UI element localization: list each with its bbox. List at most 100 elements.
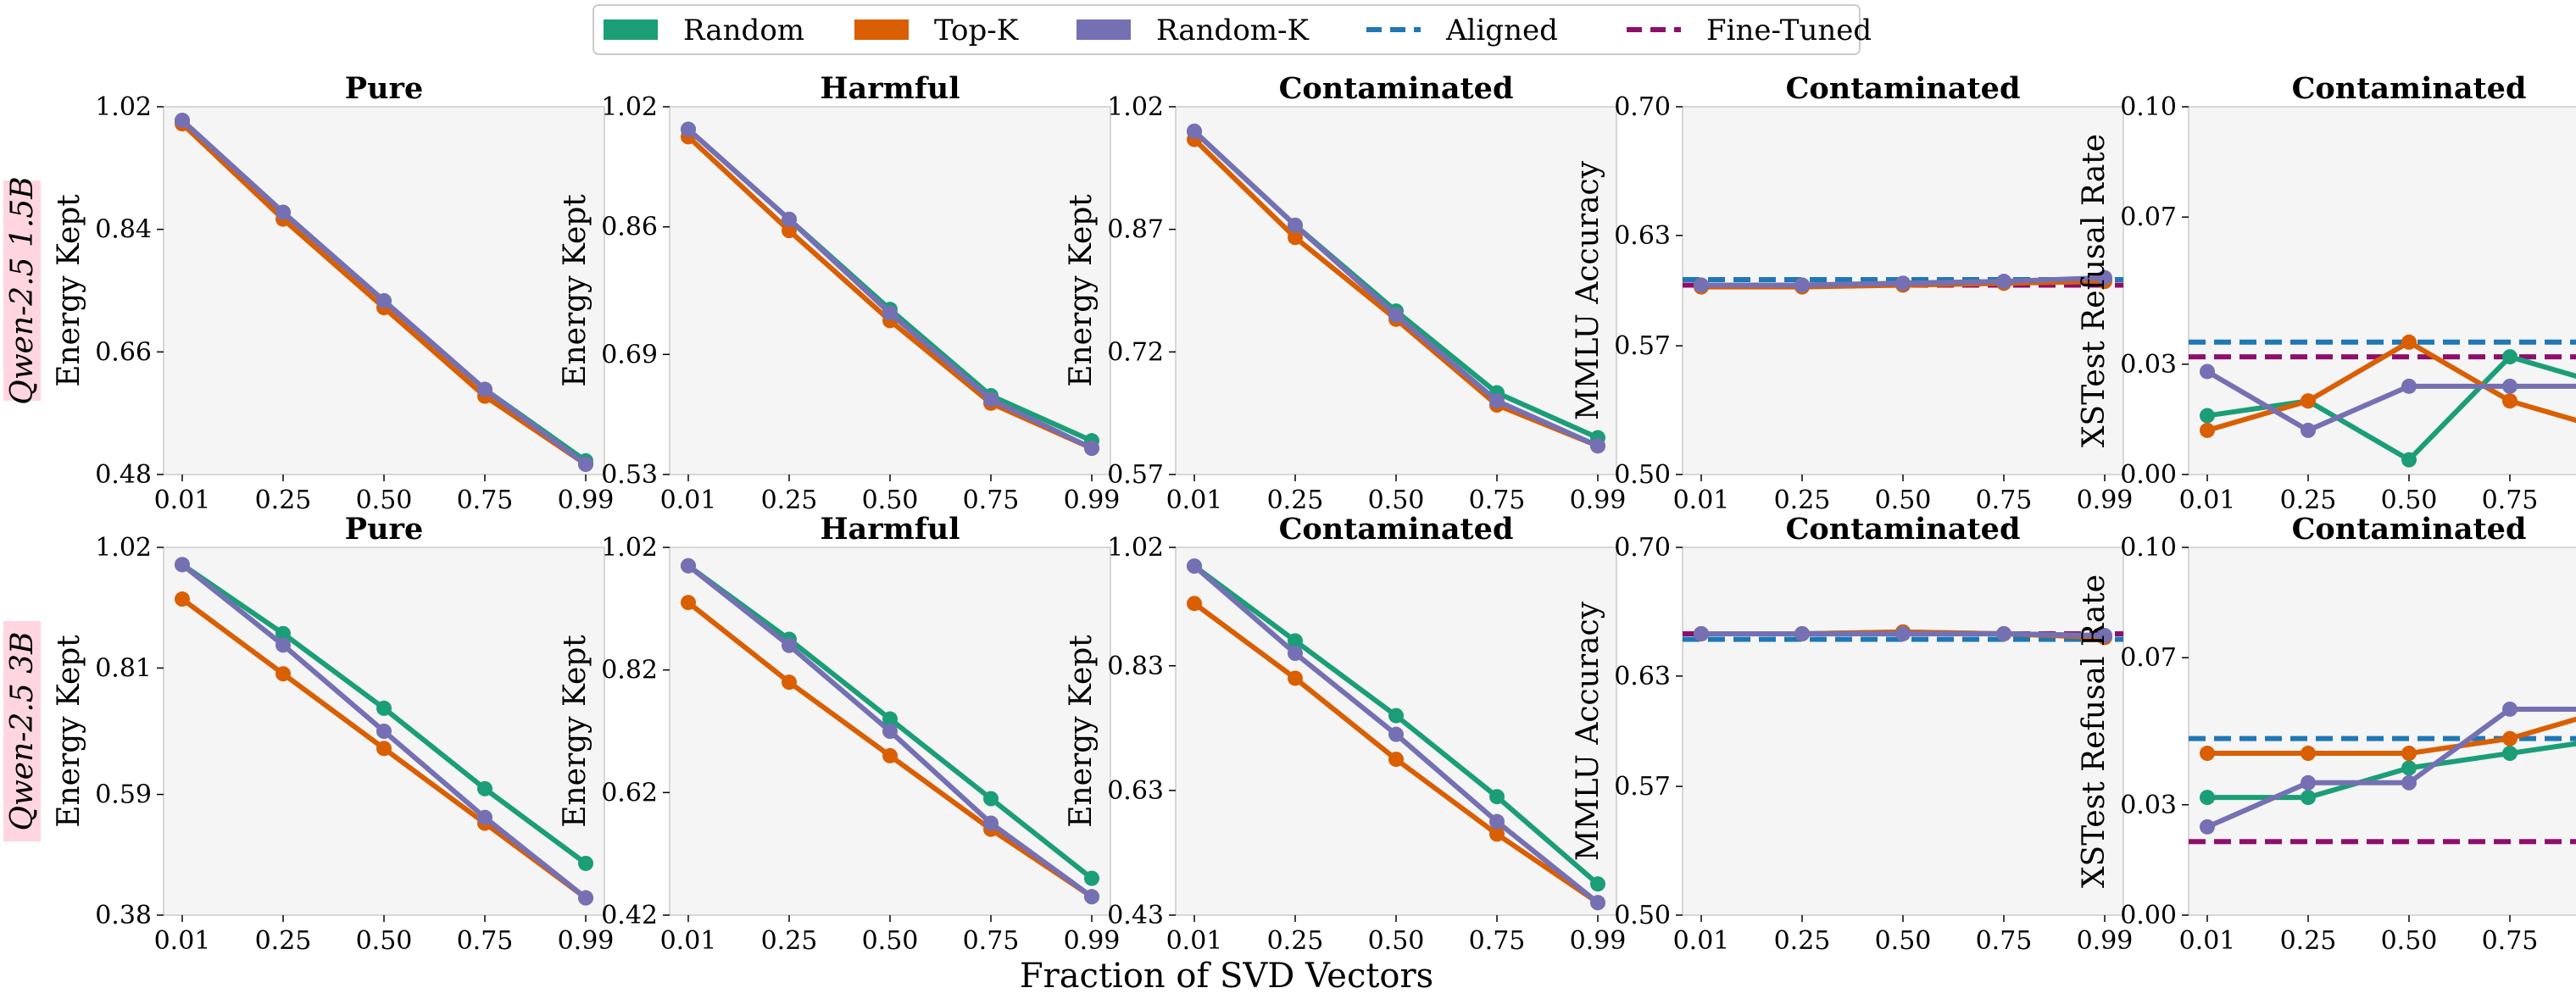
legend-item-random-k: Random-K	[1077, 14, 1310, 47]
data-point-random-k	[1590, 438, 1605, 454]
data-point-random-k	[1084, 441, 1099, 456]
data-point-random-k	[782, 637, 797, 653]
data-point-random	[2502, 746, 2518, 762]
chart-title: Pure	[345, 512, 423, 547]
y-tick-label: 0.70	[1614, 92, 1671, 122]
x-tick-label: 0.25	[255, 486, 312, 515]
data-point-top-k	[376, 741, 392, 757]
y-axis-label: Energy Kept	[52, 194, 86, 387]
data-point-top-k	[1288, 230, 1303, 246]
x-tick-label: 0.75	[457, 486, 514, 515]
figure-x-axis-label: Fraction of SVD Vectors	[1020, 957, 1433, 996]
data-point-random-k	[1288, 646, 1303, 662]
y-tick-label: 0.50	[1614, 460, 1671, 490]
y-axis-label: Energy Kept	[558, 635, 593, 828]
row-label-1: Qwen-2.5 1.5B	[3, 176, 41, 405]
data-point-random-k	[983, 391, 999, 408]
x-tick-label: 0.25	[1267, 486, 1324, 515]
legend-label-aligned: Aligned	[1445, 14, 1558, 47]
data-point-random-k	[1084, 889, 1099, 905]
data-point-random-k	[2200, 364, 2215, 380]
y-tick-label: 0.69	[601, 340, 658, 369]
y-tick-label: 0.84	[95, 215, 152, 245]
y-axis-label: Energy Kept	[52, 635, 86, 828]
data-point-random-k	[578, 890, 593, 906]
legend-item-random: Random	[604, 14, 804, 47]
x-tick-label: 0.75	[2482, 926, 2539, 956]
data-point-top-k	[782, 674, 797, 691]
legend-swatch-random-k	[1077, 19, 1131, 40]
y-tick-label: 0.81	[95, 653, 152, 683]
y-axis-label: XSTest Refusal Rate	[2077, 134, 2111, 447]
data-point-top-k	[1489, 826, 1505, 842]
y-tick-label: 1.02	[1107, 92, 1164, 122]
data-point-random-k	[1694, 625, 1709, 641]
y-tick-label: 0.72	[1107, 337, 1164, 367]
y-tick-label: 0.87	[1107, 215, 1164, 245]
x-tick-label: 0.01	[154, 926, 211, 956]
data-point-random	[1388, 708, 1404, 724]
chart-panel-r1-c2: Harmful 0.53 0.69 0.86 1.02 0.01 0.25 0.50 0.75 0…	[558, 71, 1120, 515]
y-tick-label: 1.02	[601, 533, 658, 563]
data-point-random	[2301, 790, 2316, 806]
y-tick-label: 0.07	[2120, 203, 2177, 232]
y-axis-label: MMLU Accuracy	[1571, 160, 1605, 420]
data-point-random	[882, 711, 898, 727]
chart-panel-r2-c4: Contaminated 0.50 0.57 0.63 0.70 0.01 0.25 0.50…	[1571, 512, 2133, 956]
data-point-random-k	[477, 381, 492, 397]
y-axis-label: XSTest Refusal Rate	[2077, 574, 2111, 888]
data-point-random	[1489, 789, 1505, 805]
data-point-random	[2200, 790, 2215, 806]
data-point-top-k	[2301, 746, 2316, 762]
y-tick-label: 0.00	[2120, 460, 2177, 490]
y-axis-label: Energy Kept	[1064, 194, 1099, 387]
data-point-random-k	[2401, 774, 2417, 791]
data-point-top-k	[681, 595, 696, 611]
x-tick-label: 0.50	[862, 926, 919, 956]
chart-panel-r1-c4: Contaminated 0.50 0.57 0.63 0.70 0.01 0.25 0.50…	[1571, 71, 2133, 515]
y-tick-label: 0.66	[95, 337, 152, 367]
x-tick-label: 0.25	[2280, 486, 2337, 515]
x-tick-label: 0.50	[356, 486, 413, 515]
x-tick-label: 0.25	[2280, 926, 2337, 956]
data-point-random-k	[882, 724, 898, 739]
data-point-random	[2200, 408, 2215, 424]
data-point-top-k	[175, 591, 190, 608]
x-tick-label: 0.25	[1774, 926, 1831, 956]
x-tick-label: 0.25	[761, 926, 818, 956]
legend-swatch-random	[604, 19, 658, 40]
data-point-random-k	[681, 121, 696, 137]
legend-swatch-top-k	[854, 19, 909, 40]
legend-item-aligned: Aligned	[1366, 14, 1558, 47]
data-point-random-k	[2097, 269, 2112, 286]
legend: Random Top-K Random-K Aligned Fine-Tuned	[593, 4, 1872, 55]
data-point-random-k	[275, 637, 291, 653]
x-tick-label: 0.50	[862, 486, 919, 515]
x-tick-label: 0.25	[761, 486, 818, 515]
data-point-random-k	[1388, 307, 1404, 323]
y-tick-label: 0.83	[1107, 652, 1164, 681]
y-tick-label: 0.00	[2120, 901, 2177, 930]
x-tick-label: 0.99	[558, 486, 615, 515]
data-point-random-k	[578, 456, 593, 472]
data-point-random-k	[1187, 123, 1202, 139]
chart-title: Contaminated	[1279, 71, 1514, 106]
data-point-top-k	[2200, 422, 2215, 438]
data-point-random	[2401, 452, 2417, 468]
y-tick-label: 0.03	[2120, 350, 2177, 380]
data-point-top-k	[1388, 752, 1404, 768]
y-axis-label: Energy Kept	[558, 194, 593, 387]
data-point-top-k	[1187, 596, 1202, 612]
data-point-random-k	[1895, 625, 1911, 641]
x-tick-label: 0.50	[1368, 926, 1425, 956]
row-label-text: Qwen-2.5 3B	[5, 631, 40, 830]
legend-frame	[593, 4, 1861, 55]
data-point-random-k	[1288, 217, 1303, 233]
data-point-random-k	[175, 113, 190, 129]
data-point-random-k	[1694, 277, 1709, 293]
data-point-top-k	[1288, 670, 1303, 686]
x-tick-label: 0.50	[2381, 486, 2438, 515]
data-point-top-k	[2301, 393, 2316, 409]
